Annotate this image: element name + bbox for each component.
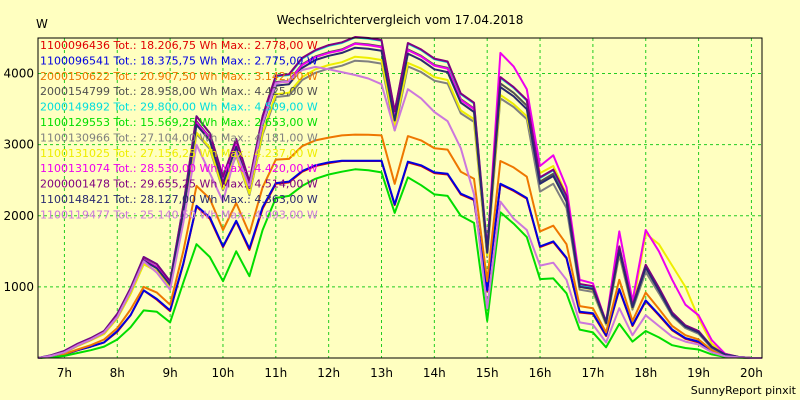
x-tick-label: 15h [476,366,499,380]
x-tick-label: 13h [370,366,393,380]
y-tick-label: 2000 [3,209,34,223]
series-line [37,133,762,359]
x-tick-label: 7h [57,366,72,380]
legend-entry: 1100131074 Tot.: 28.530,00 Wh Max.: 4.42… [40,162,318,175]
y-tick-label: 3000 [3,138,34,152]
footer-credit: SunnyReport pinxit [691,384,797,397]
x-tick-label: 9h [162,366,177,380]
x-tick-label: 18h [634,366,657,380]
legend-entry: 1100131025 Tot.: 27.156,25 Wh Max.: 4.23… [40,147,318,160]
x-tick-label: 14h [423,366,446,380]
x-tick-label: 16h [529,366,552,380]
legend-entry: 2000150622 Tot.: 20.907,50 Wh Max.: 3.14… [40,70,318,83]
y-tick-labels: 1000 2000 3000 4000 [3,67,34,294]
legend: 1100096436 Tot.: 18.206,75 Wh Max.: 2.77… [40,39,318,221]
y-axis-unit-label: W [36,17,48,31]
series-lines [37,36,762,359]
plot-frame [37,37,763,359]
legend-entry: 2000149892 Tot.: 29.800,00 Wh Max.: 4.50… [40,101,318,114]
legend-entry: 2000001478 Tot.: 29.655,25 Wh Max.: 4.51… [40,178,318,191]
series-line [37,46,762,359]
legend-entry: 1100130966 Tot.: 27.104,00 Wh Max.: 4.18… [40,131,318,144]
legend-entry: 1100129553 Tot.: 15.569,25 Wh Max.: 2.65… [40,116,318,129]
x-tick-label: 17h [581,366,604,380]
y-tick-label: 1000 [3,280,34,294]
x-tick-labels: 7h 8h 9h 10h 11h 12h 13h 14h 15h 16h 17h 18h 19h 20h [57,366,763,380]
series-line [37,168,762,359]
legend-entry: 1100148421 Tot.: 28.127,00 Wh Max.: 4.36… [40,193,318,206]
series-line [37,159,762,359]
legend-entry: 1100096436 Tot.: 18.206,75 Wh Max.: 2.77… [40,39,318,52]
legend-entry: 2000154799 Tot.: 28.958,00 Wh Max.: 4.42… [40,85,318,98]
x-tick-label: 19h [687,366,710,380]
legend-entry: 1100096541 Tot.: 18.375,75 Wh Max.: 2.77… [40,54,318,67]
chart-title: Wechselrichtervergleich vom 17.04.2018 [277,13,524,27]
y-tick-label: 4000 [3,67,34,81]
x-tick-label: 8h [110,366,125,380]
x-tick-label: 12h [317,366,340,380]
x-tick-label: 20h [740,366,763,380]
legend-entry: 1100119477 Tot.: 25.140,50 Wh Max.: 4.09… [40,208,318,221]
x-tick-label: 10h [212,366,235,380]
series-line [37,65,762,359]
x-tick-label: 11h [264,366,287,380]
